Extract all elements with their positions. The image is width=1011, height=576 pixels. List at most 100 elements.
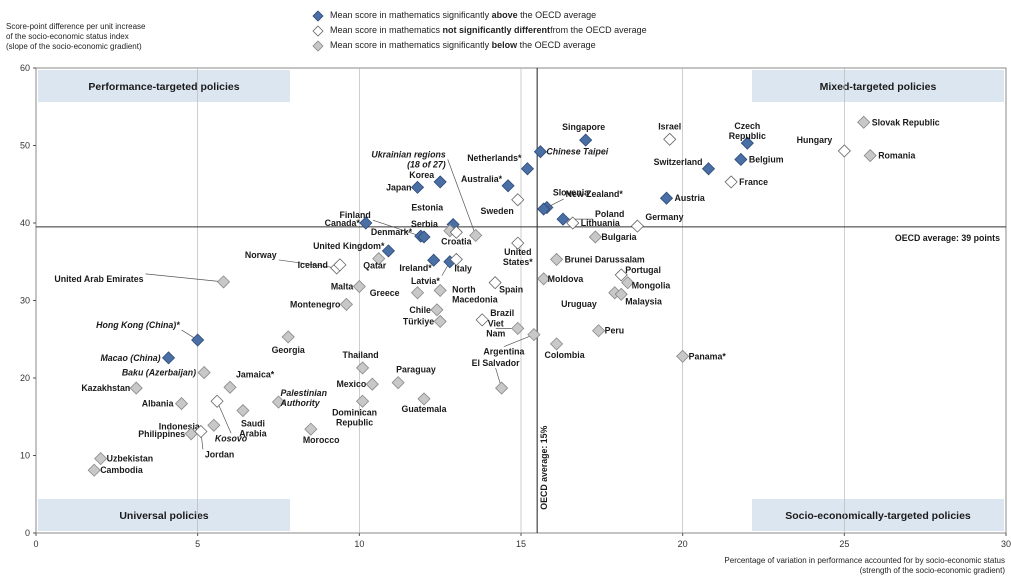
x-tick-label: 0 <box>33 539 38 549</box>
x-tick-label: 15 <box>516 539 526 549</box>
point-label: Bulgaria <box>601 232 636 242</box>
data-point <box>550 252 564 266</box>
point-label: Moldova <box>548 274 584 284</box>
data-point <box>501 179 515 193</box>
data-point <box>352 279 366 294</box>
leader-line <box>447 159 477 236</box>
data-point <box>566 216 580 230</box>
point-label: Lithuania <box>581 218 620 228</box>
point-label: Greece <box>370 288 400 298</box>
point-label: Jordan <box>205 449 234 459</box>
diamond-outline-icon <box>312 24 324 37</box>
point-label: Belgium <box>749 154 784 164</box>
quadrant-box <box>38 499 290 531</box>
data-point <box>271 395 286 409</box>
point-label: Paraguay <box>396 365 436 375</box>
data-point <box>659 191 674 205</box>
point-label: Kazakhstan <box>81 383 130 393</box>
point-label: Czech Republic <box>729 121 766 141</box>
quadrant-label: Mixed-targeted policies <box>820 81 937 93</box>
point-label: Canada* <box>325 218 361 228</box>
point-label: Indonesia <box>159 421 200 431</box>
point-label: Italy <box>454 263 472 273</box>
legend-text: Mean score in mathematics significantly <box>330 10 492 20</box>
data-point <box>511 236 525 250</box>
point-label: Switzerland <box>654 157 703 167</box>
diamond-grey-icon <box>312 39 324 52</box>
legend-item-nodiff: Mean score in mathematics not significan… <box>312 23 647 38</box>
point-label: Macao (China) <box>100 353 160 363</box>
data-point <box>579 133 593 147</box>
point-label: Ukrainian regions (18 of 27) <box>371 149 445 169</box>
y-tick-label: 20 <box>20 373 30 383</box>
point-label: Austria <box>675 193 705 203</box>
point-label: France <box>739 177 768 187</box>
point-label: Brazil <box>490 308 514 318</box>
leader-line <box>503 334 535 347</box>
quadrant-box <box>752 70 1004 102</box>
data-point <box>410 180 425 194</box>
y-tick-label: 30 <box>20 296 30 306</box>
data-point <box>863 149 877 163</box>
data-point <box>207 418 221 432</box>
point-label: Dominican Republic <box>332 407 377 427</box>
data-point <box>372 252 386 266</box>
data-point <box>527 328 541 342</box>
data-point <box>588 230 602 244</box>
y-tick-label: 0 <box>25 528 30 538</box>
point-label: Morocco <box>303 435 340 445</box>
point-label: Norway <box>245 250 277 260</box>
data-point <box>701 162 716 176</box>
legend-item-above: Mean score in mathematics significantly … <box>312 8 647 23</box>
data-point <box>430 303 444 317</box>
y-axis-label-line: Score-point difference per unit increase <box>6 22 146 31</box>
data-point <box>339 297 353 311</box>
legend: Mean score in mathematics significantly … <box>312 8 647 53</box>
legend-text: Mean score in mathematics significantly <box>330 40 492 50</box>
legend-text: the OECD average <box>517 10 597 20</box>
point-label: Korea <box>409 170 434 180</box>
data-point <box>511 193 525 207</box>
x-tick-label: 25 <box>839 539 849 549</box>
point-label: Uruguay <box>561 299 597 309</box>
x-axis-label-line: Percentage of variation in performance a… <box>724 556 1005 565</box>
data-point <box>676 349 690 363</box>
data-point <box>174 397 189 411</box>
point-label: Croatia <box>441 236 471 246</box>
data-point <box>391 376 405 390</box>
data-point <box>94 452 108 466</box>
data-point <box>495 381 509 395</box>
data-point <box>449 225 463 239</box>
x-axis-label-line: (strength of the socio-economic gradient… <box>859 566 1005 575</box>
quadrant-label: Universal policies <box>119 510 208 522</box>
point-label: Mongolia <box>632 281 671 291</box>
point-label: Ireland* <box>399 263 432 273</box>
data-point <box>191 333 205 347</box>
data-point <box>488 276 502 290</box>
point-label: Slovenia <box>553 188 589 198</box>
point-label: Georgia <box>272 345 305 355</box>
point-label: Denmark* <box>371 227 413 237</box>
point-label: Chile <box>409 305 431 315</box>
point-label: Colombia <box>545 350 585 360</box>
data-point <box>740 136 754 150</box>
data-point <box>630 219 644 233</box>
point-label: United States* <box>503 247 533 267</box>
point-label: El Salvador <box>472 358 520 368</box>
data-point <box>417 230 431 244</box>
data-point <box>162 351 176 365</box>
data-point <box>520 162 535 176</box>
point-label: Montenegro <box>290 299 341 309</box>
leader-line <box>372 219 421 237</box>
point-label: Poland <box>595 209 624 219</box>
point-label: Guatemala <box>402 404 447 414</box>
data-point <box>621 276 635 290</box>
point-label: Netherlands* <box>467 153 522 163</box>
data-point <box>449 252 463 266</box>
data-point <box>365 377 379 391</box>
legend-bold: above <box>491 10 518 20</box>
legend-text: the OECD average <box>517 40 596 50</box>
legend-text: Mean score in mathematics <box>330 25 443 35</box>
point-label: Malta <box>331 282 354 292</box>
point-label: Sweden <box>481 206 514 216</box>
